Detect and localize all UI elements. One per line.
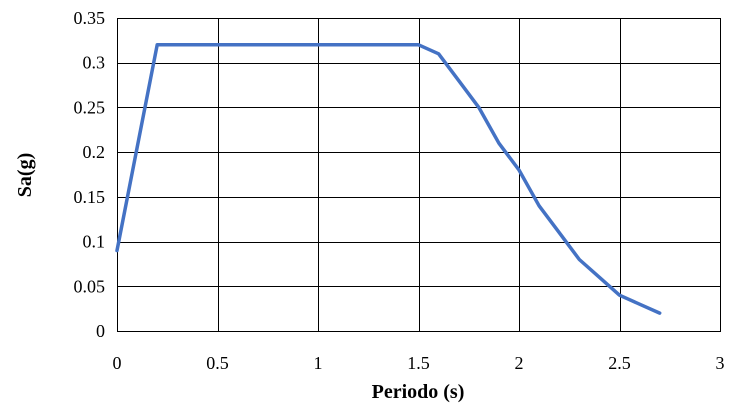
plot-area xyxy=(117,18,720,331)
y-tick-labels: 0 0.05 0.1 0.15 0.2 0.25 0.3 0.35 xyxy=(74,8,106,341)
y-tick-label: 0.25 xyxy=(74,97,106,117)
x-tick-labels: 0 0.5 1 1.5 2 2.5 3 xyxy=(113,353,725,373)
x-tick-label: 2 xyxy=(515,353,524,373)
series-line xyxy=(115,43,662,315)
y-tick-label: 0.15 xyxy=(74,187,106,207)
x-tick-label: 1 xyxy=(314,353,323,373)
plot-border xyxy=(117,18,721,332)
y-tick-label: 0 xyxy=(96,321,105,341)
x-tick-label: 2.5 xyxy=(608,353,631,373)
y-tick-label: 0.35 xyxy=(74,8,106,28)
x-tick-label: 1.5 xyxy=(407,353,430,373)
x-axis-title: Periodo (s) xyxy=(372,381,465,403)
x-tick-label: 0.5 xyxy=(206,353,229,373)
y-axis-title: Sa(g) xyxy=(14,153,36,197)
y-tick-label: 0.2 xyxy=(83,142,106,162)
plot-frame xyxy=(117,18,721,332)
grid xyxy=(117,18,721,332)
y-tick-label: 0.3 xyxy=(83,53,106,73)
x-tick-label: 3 xyxy=(716,353,725,373)
x-tick-label: 0 xyxy=(113,353,122,373)
series-layer xyxy=(115,43,662,315)
y-tick-label: 0.05 xyxy=(74,276,106,296)
y-tick-label: 0.1 xyxy=(83,232,106,252)
